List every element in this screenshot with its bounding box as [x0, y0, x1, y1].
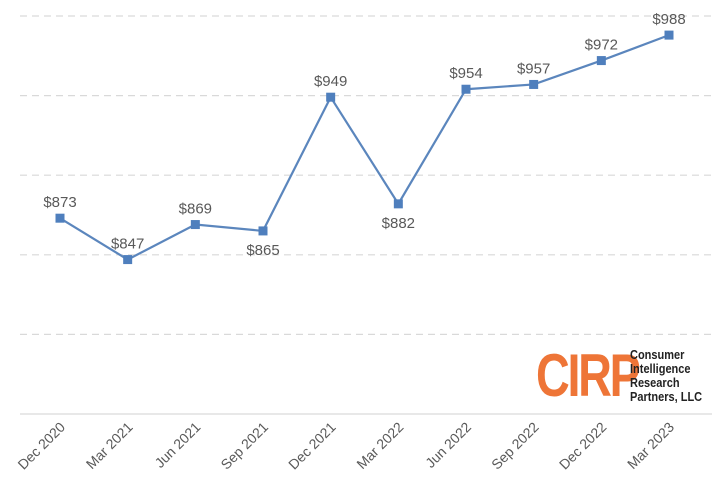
logo-line-4: Partners, LLC	[630, 390, 703, 404]
series-line	[59, 34, 670, 261]
data-point-marker	[529, 79, 539, 89]
logo-line-2: Intelligence	[630, 362, 691, 376]
data-point-marker	[326, 92, 336, 102]
logo-line-1: Consumer	[630, 348, 685, 362]
data-labels: $873 $847 $869 $865 $949 $882 $954 $957 $972 $988	[43, 11, 685, 259]
data-point-marker	[123, 255, 133, 265]
data-label: $972	[585, 37, 618, 54]
x-tick-label: Dec 2022	[556, 419, 610, 473]
data-label: $957	[517, 60, 550, 77]
cirp-logo: CIRP Consumer Intelligence Research Part…	[536, 346, 712, 406]
data-point-marker	[190, 220, 200, 230]
data-point-marker	[461, 84, 471, 94]
x-tick-label: Jun 2021	[151, 419, 203, 471]
data-label: $988	[652, 11, 685, 28]
data-label: $865	[246, 242, 279, 259]
data-point-marker	[664, 30, 674, 40]
x-tick-label: Mar 2021	[83, 419, 136, 472]
x-tick-label: Mar 2023	[624, 419, 677, 472]
data-point-marker	[55, 213, 65, 223]
data-label: $954	[449, 65, 482, 82]
x-tick-labels: Dec 2020 Mar 2021 Jun 2021 Sep 2021 Dec 2021…	[14, 419, 677, 473]
x-tick-label: Dec 2020	[14, 419, 68, 473]
gridlines	[20, 15, 712, 335]
data-point-marker	[393, 199, 403, 209]
logo-line-3: Research	[630, 376, 680, 390]
x-tick-label: Sep 2021	[217, 419, 271, 473]
data-point-marker	[258, 226, 268, 236]
data-label: $847	[111, 236, 144, 253]
data-point-marker	[596, 56, 606, 66]
data-label: $873	[43, 194, 76, 211]
data-label: $869	[179, 201, 212, 218]
x-tick-label: Mar 2022	[353, 419, 406, 472]
data-markers	[55, 30, 674, 265]
x-tick-label: Sep 2022	[488, 419, 542, 473]
x-tick-label: Dec 2021	[285, 419, 339, 473]
logo-company-name: Consumer Intelligence Research Partners,…	[630, 348, 702, 404]
data-label: $882	[382, 215, 415, 232]
data-label: $949	[314, 73, 347, 90]
logo-mark: CIRP	[536, 342, 641, 409]
x-tick-label: Jun 2022	[422, 419, 474, 471]
